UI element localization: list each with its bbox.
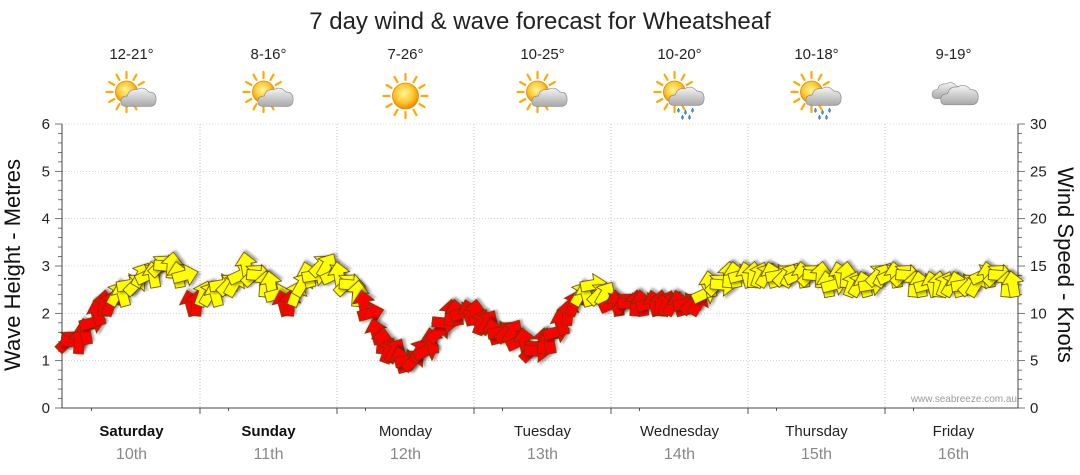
day-temperature-range: 7-26° — [387, 46, 423, 63]
y-right-tick-label: 0 — [1030, 400, 1038, 417]
day-temperature-range: 10-25° — [520, 46, 564, 63]
sunny-icon — [382, 72, 429, 120]
y-right-tick-label: 15 — [1030, 258, 1047, 275]
y-axis-left-label: Wave Height - Metres — [0, 159, 25, 371]
day-date-label: 14th — [664, 446, 695, 463]
y-left-tick-label: 1 — [42, 353, 50, 370]
day-date-label: 12th — [390, 446, 421, 463]
partly-cloudy-icon — [242, 70, 294, 114]
y-right-tick-label: 10 — [1030, 305, 1047, 322]
y-left-tick-label: 6 — [42, 116, 50, 133]
wind-arrow — [356, 301, 385, 325]
wind-arrow — [171, 263, 199, 287]
partly-cloudy-icon — [105, 70, 157, 114]
cloudy-icon — [931, 82, 979, 106]
partly-cloudy-icon — [516, 70, 568, 114]
y-left-tick-label: 0 — [42, 400, 50, 417]
watermark: www.seabreeze.com.au — [910, 394, 1017, 405]
y-right-tick-label: 20 — [1030, 211, 1047, 228]
showers-icon — [790, 70, 842, 120]
y-left-tick-label: 4 — [42, 211, 50, 228]
y-axis-right-label: Wind Speed - Knots — [1053, 167, 1078, 363]
plot-area: 0 1 2 3 4 5 6 0 5 10 15 20 25 30 — [42, 116, 1047, 417]
day-name-label: Saturday — [99, 423, 164, 440]
day-temperature-range: 10-20° — [657, 46, 701, 63]
y-left-tick-label: 3 — [42, 258, 50, 275]
day-name-label: Friday — [933, 423, 975, 440]
day-temperature-range: 12-21° — [109, 46, 153, 63]
y-right-tick-label: 5 — [1030, 353, 1038, 370]
day-name-label: Thursday — [785, 423, 848, 440]
showers-icon — [653, 70, 705, 120]
chart-title: 7 day wind & wave forecast for Wheatshea… — [309, 8, 771, 35]
day-name-label: Sunday — [241, 423, 296, 440]
wind-arrows — [54, 251, 1025, 375]
day-temperature-range: 9-19° — [935, 46, 971, 63]
day-date-label: 10th — [116, 446, 147, 463]
y-left-tick-label: 2 — [42, 305, 50, 322]
wind-arrow — [1000, 270, 1025, 299]
y-right-tick-label: 25 — [1030, 163, 1047, 180]
day-temperature-range: 8-16° — [250, 46, 286, 63]
day-date-label: 16th — [938, 446, 969, 463]
days-header: Saturday 10th 12-21° Sunday 11th 8-16° Monday 1… — [99, 46, 979, 463]
day-date-label: 11th — [254, 446, 284, 463]
day-name-label: Monday — [379, 423, 433, 440]
day-date-label: 15th — [801, 446, 832, 463]
day-temperature-range: 10-18° — [794, 46, 838, 63]
y-right-tick-label: 30 — [1030, 116, 1047, 133]
day-name-label: Wednesday — [640, 423, 719, 440]
day-date-label: 13th — [527, 446, 558, 463]
y-left-tick-label: 5 — [42, 163, 50, 180]
day-name-label: Tuesday — [514, 423, 571, 440]
